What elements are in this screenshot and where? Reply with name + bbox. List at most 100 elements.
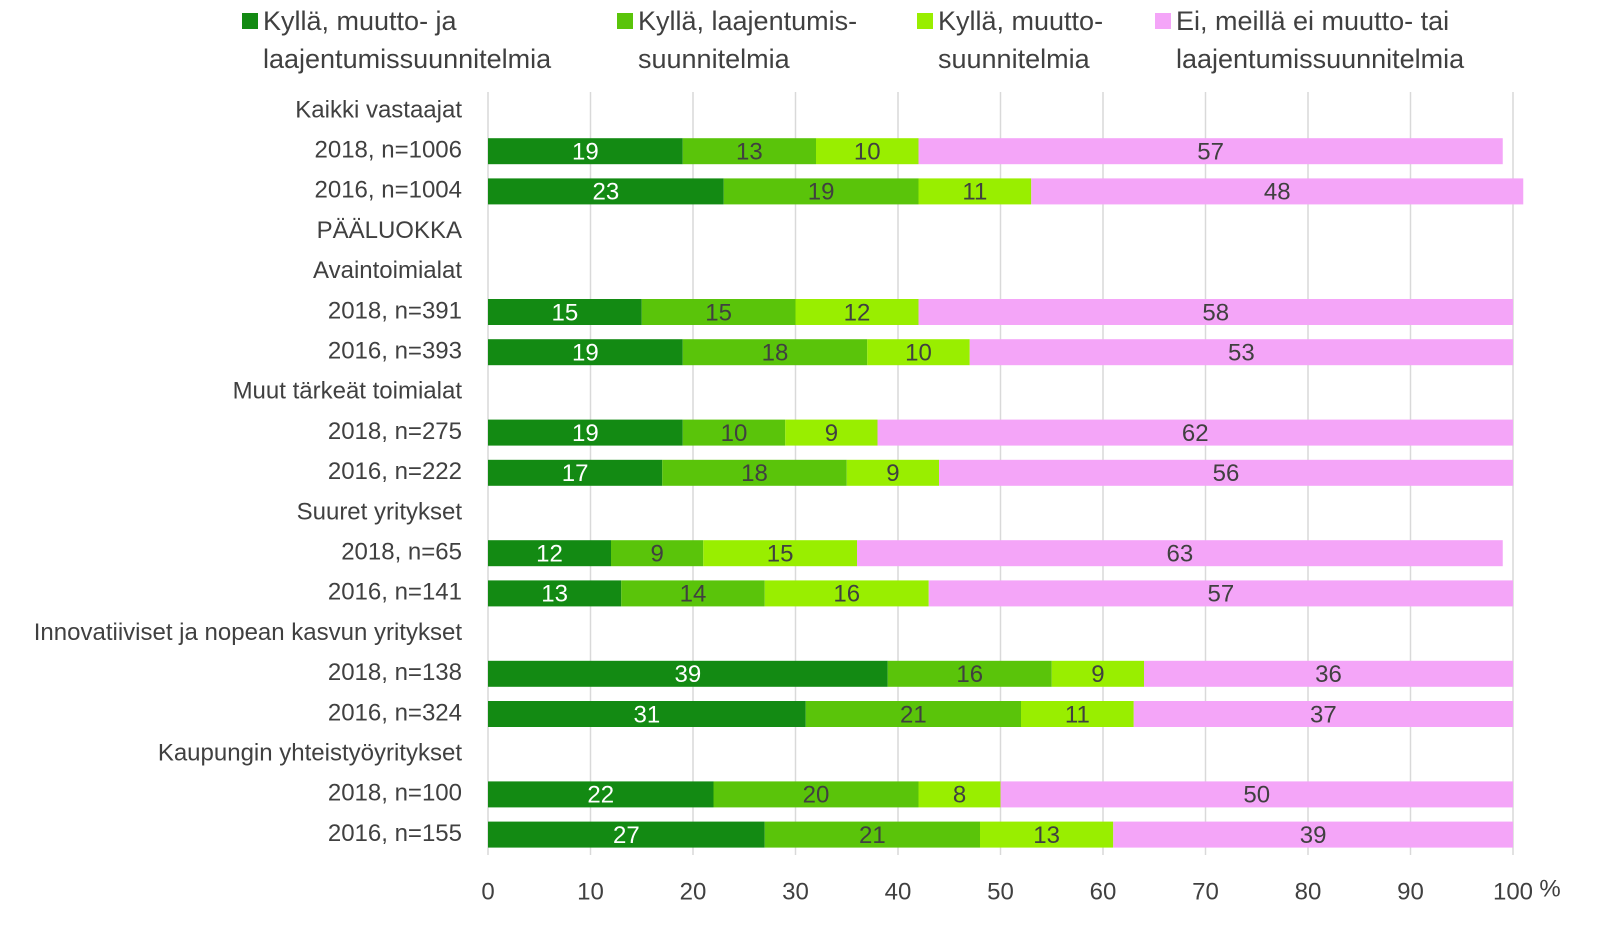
data-label: 48 bbox=[1264, 179, 1291, 206]
data-label: 10 bbox=[854, 139, 881, 166]
data-label: 18 bbox=[762, 340, 789, 367]
bar-segment bbox=[918, 138, 1503, 165]
data-label: 13 bbox=[736, 139, 763, 166]
data-label: 53 bbox=[1228, 340, 1255, 367]
data-label: 39 bbox=[675, 661, 702, 688]
y-tick-label: 2016, n=393 bbox=[328, 338, 462, 365]
bar-segment bbox=[764, 821, 980, 848]
bar-segment bbox=[939, 459, 1513, 486]
legend-label: Kyllä, muutto- ja laajentumissuunnitelmi… bbox=[263, 6, 552, 74]
legend-item: Kyllä, laajentumis-suunnitelmia bbox=[617, 2, 893, 78]
data-label: 15 bbox=[705, 299, 732, 326]
data-label: 16 bbox=[833, 581, 860, 608]
bar-segment bbox=[488, 419, 683, 446]
y-tick-label: Muut tärkeät toimialat bbox=[233, 378, 463, 405]
x-tick-label: 80 bbox=[1295, 878, 1322, 905]
x-tick-label: 30 bbox=[782, 878, 809, 905]
bar-segment bbox=[488, 339, 683, 366]
y-tick-label: 2018, n=138 bbox=[328, 659, 462, 686]
legend-item: Kyllä, muutto- ja laajentumissuunnitelmi… bbox=[242, 2, 603, 78]
data-label: 13 bbox=[1033, 822, 1060, 849]
bar-segment bbox=[488, 580, 622, 607]
x-axis-unit: % bbox=[1539, 875, 1560, 902]
bar-segment bbox=[713, 781, 919, 808]
data-label: 15 bbox=[552, 299, 579, 326]
bar-segment bbox=[877, 419, 1513, 446]
data-label: 50 bbox=[1243, 782, 1270, 809]
bar-segment bbox=[703, 540, 857, 567]
y-tick-label: 2018, n=65 bbox=[341, 539, 462, 566]
y-tick-label: 2018, n=275 bbox=[328, 418, 462, 445]
bar-segment bbox=[682, 138, 816, 165]
data-label: 37 bbox=[1310, 701, 1337, 728]
data-label: 56 bbox=[1213, 460, 1240, 487]
bar-segment bbox=[1051, 660, 1144, 687]
bar-segment bbox=[488, 459, 663, 486]
data-label: 22 bbox=[587, 782, 614, 809]
bar-segment bbox=[488, 540, 611, 567]
data-label: 18 bbox=[741, 460, 768, 487]
data-label: 17 bbox=[562, 460, 589, 487]
data-label: 36 bbox=[1315, 661, 1342, 688]
bar-segment bbox=[621, 580, 765, 607]
bar-segment bbox=[611, 540, 704, 567]
bar-segment bbox=[969, 339, 1513, 366]
legend-swatch bbox=[242, 13, 258, 29]
bar-segment bbox=[723, 178, 919, 205]
bar-segment bbox=[1144, 660, 1513, 687]
bar-segment bbox=[488, 781, 714, 808]
data-label: 9 bbox=[886, 460, 899, 487]
legend-label: Kyllä, laajentumis-suunnitelmia bbox=[638, 6, 858, 74]
x-tick-label: 0 bbox=[481, 878, 494, 905]
bar-segment bbox=[488, 299, 642, 325]
bar-segment bbox=[1000, 781, 1513, 808]
bar-segment bbox=[662, 459, 847, 486]
data-label: 8 bbox=[953, 782, 966, 809]
data-label: 57 bbox=[1197, 139, 1224, 166]
bar-segment bbox=[1133, 701, 1513, 727]
bar-segment bbox=[816, 138, 919, 165]
data-label: 12 bbox=[844, 299, 871, 326]
bar-segment bbox=[928, 580, 1513, 607]
y-tick-label: 2016, n=222 bbox=[328, 458, 462, 485]
bar-segment bbox=[805, 701, 1021, 727]
data-label: 11 bbox=[962, 179, 987, 206]
legend-item: Kyllä, muutto-suunnitelmia bbox=[917, 2, 1133, 78]
y-tick-label: 2018, n=100 bbox=[328, 780, 462, 807]
legend-swatch bbox=[917, 13, 933, 29]
y-tick-label: 2016, n=324 bbox=[328, 699, 462, 726]
legend-label: Kyllä, muutto-suunnitelmia bbox=[938, 6, 1104, 74]
data-label: 20 bbox=[803, 782, 830, 809]
data-label: 14 bbox=[680, 581, 707, 608]
bar-segment bbox=[980, 821, 1114, 848]
bar-segment bbox=[488, 660, 888, 687]
bar-segment bbox=[488, 138, 683, 165]
y-tick-label: 2016, n=1004 bbox=[315, 177, 462, 204]
bar-segment bbox=[488, 178, 724, 205]
data-label: 13 bbox=[541, 581, 568, 608]
data-label: 16 bbox=[956, 661, 983, 688]
bar-segment bbox=[682, 339, 868, 366]
data-label: 58 bbox=[1202, 299, 1229, 326]
data-label: 62 bbox=[1182, 420, 1209, 447]
x-tick-label: 10 bbox=[577, 878, 604, 905]
data-label: 12 bbox=[536, 541, 563, 568]
data-label: 9 bbox=[825, 420, 838, 447]
y-tick-label: Suuret yritykset bbox=[297, 498, 463, 525]
bar-segment bbox=[682, 419, 786, 446]
x-tick-label: 70 bbox=[1192, 878, 1219, 905]
data-label: 21 bbox=[900, 701, 927, 728]
bar-segment bbox=[795, 299, 919, 325]
y-tick-label: 2016, n=155 bbox=[328, 820, 462, 847]
bar-segment bbox=[785, 419, 878, 446]
y-tick-label: Innovatiiviset ja nopean kasvun yritykse… bbox=[34, 619, 463, 646]
bar-segment bbox=[488, 701, 806, 727]
legend-swatch bbox=[617, 13, 633, 29]
data-label: 39 bbox=[1300, 822, 1327, 849]
x-tick-label: 40 bbox=[885, 878, 912, 905]
bar-segment bbox=[1021, 701, 1134, 727]
y-tick-label: Avaintoimialat bbox=[313, 257, 462, 284]
x-tick-label: 20 bbox=[680, 878, 707, 905]
